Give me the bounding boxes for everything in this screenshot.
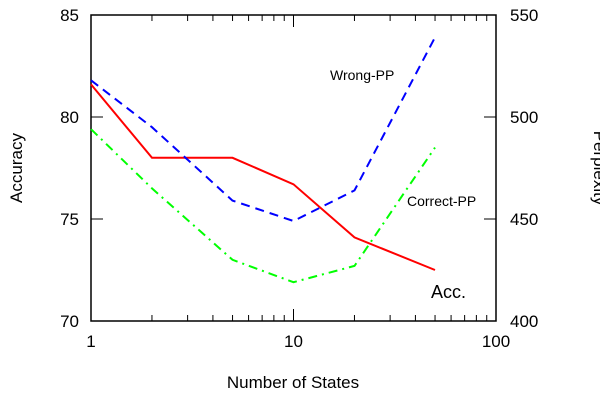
y-tick-label-left: 75 — [60, 210, 79, 229]
x-tick-label: 10 — [284, 332, 303, 351]
plot-frame — [90, 14, 497, 322]
y-tick-label-left: 70 — [60, 312, 79, 331]
x-axis-title: Number of States — [227, 373, 359, 392]
y-tick-label-left: 85 — [60, 6, 79, 25]
series-line-acc — [90, 83, 436, 271]
series-label-correct-pp: Correct-PP — [407, 193, 476, 209]
y-tick-label-right: 400 — [510, 312, 538, 331]
x-tick-label: 100 — [482, 332, 510, 351]
y-axis-title-left: Accuracy — [7, 133, 26, 203]
series-lines — [90, 36, 436, 284]
y-tick-label-right: 450 — [510, 210, 538, 229]
series-label-wrong-pp: Wrong-PP — [330, 67, 394, 83]
x-tick-label: 1 — [86, 332, 95, 351]
axis-ticks — [90, 15, 496, 321]
tick-labels: 1 10 100 70 75 80 85 400 450 500 550 — [60, 6, 538, 351]
y-tick-label-right: 500 — [510, 108, 538, 127]
series-line-correct-pp — [90, 128, 436, 284]
series-line-wrong-pp — [90, 36, 436, 223]
y-axis-title-right: Perplexity — [590, 131, 600, 206]
series-label-acc: Acc. — [431, 282, 466, 302]
y-tick-label-left: 80 — [60, 108, 79, 127]
y-tick-label-right: 550 — [510, 6, 538, 25]
